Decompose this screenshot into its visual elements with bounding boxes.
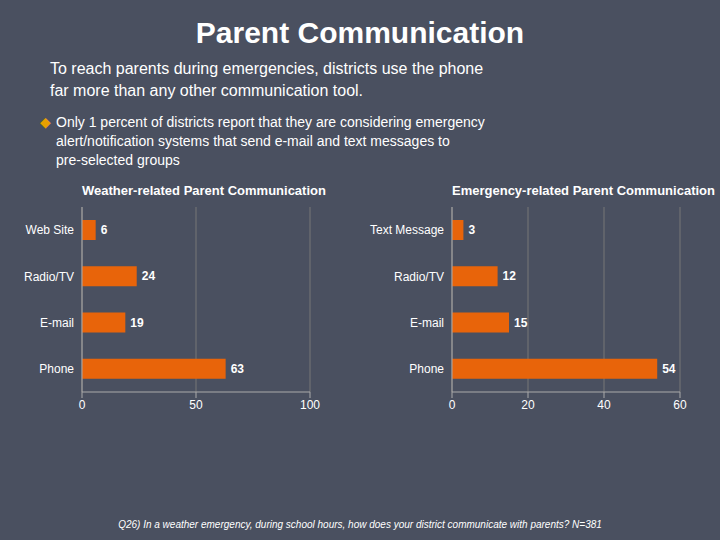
svg-text:3: 3 — [468, 224, 475, 238]
svg-text:Radio/TV: Radio/TV — [394, 270, 444, 284]
svg-text:100: 100 — [300, 398, 320, 412]
svg-text:Phone: Phone — [39, 363, 74, 377]
svg-text:0: 0 — [449, 398, 456, 412]
svg-text:0: 0 — [79, 398, 86, 412]
svg-text:63: 63 — [231, 362, 245, 376]
svg-text:24: 24 — [142, 270, 156, 284]
svg-text:E-mail: E-mail — [410, 316, 444, 330]
svg-text:E-mail: E-mail — [40, 316, 74, 330]
svg-text:20: 20 — [521, 398, 535, 412]
html-text:Parent Communication: Parent Communication — [195, 16, 525, 49]
svg-text:40: 40 — [597, 398, 611, 412]
svg-text:Web Site: Web Site — [26, 224, 75, 238]
svg-text:12: 12 — [503, 270, 517, 284]
html-text:Q26) In a weather emergency, d: Q26) In a weather emergency, during scho… — [118, 519, 602, 530]
html-text:Emergency-related Parent Commu: Emergency-related Parent Communication — [452, 183, 715, 199]
svg-text:15: 15 — [514, 316, 528, 330]
svg-text:60: 60 — [673, 398, 687, 412]
html-text:To reach parents during emerge: To reach parents during emergencies, dis… — [50, 60, 484, 100]
svg-text:6: 6 — [101, 224, 108, 238]
svg-text:Radio/TV: Radio/TV — [24, 270, 74, 284]
svg-text:50: 50 — [189, 398, 203, 412]
svg-text:Phone: Phone — [409, 363, 444, 377]
html-text:Weather-related Parent Communi: Weather-related Parent Communication — [82, 183, 326, 199]
svg-text:54: 54 — [662, 362, 676, 376]
html-text:◆ Only 1 percent of districts: ◆ Only 1 percent of districts report tha… — [40, 113, 485, 168]
svg-text:19: 19 — [130, 316, 144, 330]
svg-text:Text Message: Text Message — [370, 224, 444, 238]
